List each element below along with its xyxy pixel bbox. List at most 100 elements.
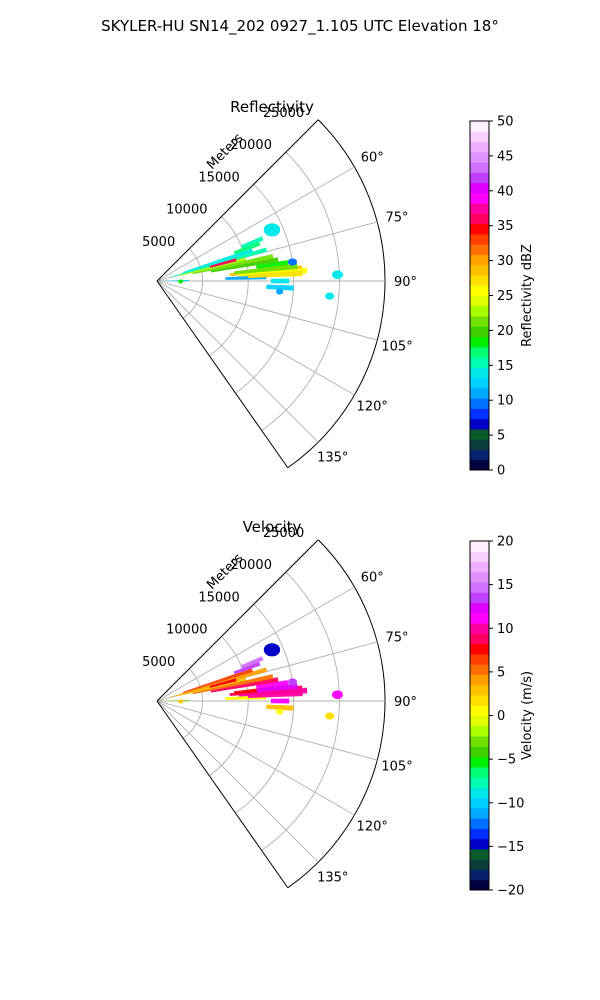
radar-echo xyxy=(240,236,264,249)
radar-cell xyxy=(263,643,281,657)
colorbar-segment xyxy=(470,326,489,338)
colorbar-tick-label: 20 xyxy=(497,535,514,550)
colorbar-tick-label: 15 xyxy=(497,359,514,374)
radar-echo xyxy=(240,656,264,669)
radial-tick-label: 10000 xyxy=(166,623,207,638)
colorbar-label: Reflectivity dBZ xyxy=(520,244,535,347)
radar-echo xyxy=(209,678,237,688)
colorbar-segment xyxy=(470,336,489,348)
azimuth-gridline xyxy=(156,700,378,761)
colorbar-segment xyxy=(470,131,489,143)
colorbar-segment xyxy=(470,756,489,768)
colorbar-segment xyxy=(470,408,489,420)
colorbar-tick-label: 0 xyxy=(497,464,505,479)
colorbar-segment xyxy=(470,859,489,870)
colorbar-segment xyxy=(470,869,489,881)
radial-tick-label: 5000 xyxy=(142,235,175,250)
colorbar-segment xyxy=(470,797,489,809)
radar-echo xyxy=(210,257,279,273)
radar-echo xyxy=(210,677,279,693)
colorbar-segment xyxy=(470,316,489,327)
colorbar-segment xyxy=(470,715,489,727)
panel-title: Reflectivity xyxy=(230,98,314,116)
colorbar-tick-label: −15 xyxy=(497,840,524,855)
radar-echo xyxy=(256,263,298,273)
range-ring xyxy=(261,571,340,851)
theta-tick-label: 60° xyxy=(361,571,384,586)
radar-echo xyxy=(161,699,189,702)
colorbar-tick-label: 15 xyxy=(497,578,514,593)
azimuth-gridline xyxy=(156,700,319,863)
colorbar-segment xyxy=(470,612,489,624)
colorbar-segment xyxy=(470,213,489,225)
radar-echo xyxy=(233,241,261,255)
colorbar-label: Velocity (m/s) xyxy=(520,671,535,760)
radar-cell xyxy=(287,678,298,686)
colorbar-segment xyxy=(470,346,489,358)
colorbar-tick-label: 0 xyxy=(497,709,505,724)
theta-tick-label: 105° xyxy=(381,339,412,354)
radar-echo xyxy=(256,260,289,269)
radar-cell xyxy=(178,699,184,704)
colorbar-segment xyxy=(470,582,489,593)
theta-tick-label: 135° xyxy=(317,451,348,466)
theta-tick-label: 135° xyxy=(317,871,348,886)
range-ring xyxy=(182,248,204,319)
range-ring xyxy=(209,636,249,777)
colorbar-segment xyxy=(470,541,489,552)
radial-tick-label: 20000 xyxy=(231,558,272,573)
radar-cell xyxy=(325,712,335,720)
colorbar-segment xyxy=(470,879,489,891)
colorbar-segment xyxy=(470,664,489,675)
radar-echo xyxy=(266,284,294,291)
colorbar-segment xyxy=(470,551,489,563)
colorbar-segment xyxy=(470,264,489,276)
colorbar-segment xyxy=(470,387,489,399)
colorbar-segment xyxy=(470,633,489,645)
radar-echo xyxy=(182,668,253,694)
colorbar-segment xyxy=(470,459,489,471)
radial-tick-label: 15000 xyxy=(198,170,239,185)
radar-echo xyxy=(182,248,253,274)
colorbar-tick-label: 10 xyxy=(497,622,514,637)
azimuth-gridline xyxy=(156,166,355,282)
sector-outer-arc xyxy=(287,119,386,469)
colorbar-segment xyxy=(470,233,489,245)
radar-echo xyxy=(161,279,189,282)
colorbar-segment xyxy=(470,305,489,317)
colorbar-segment xyxy=(470,736,489,747)
colorbar-tick-label: 25 xyxy=(497,289,514,304)
colorbar-segment xyxy=(470,653,489,665)
theta-tick-label: 90° xyxy=(394,695,417,710)
radial-tick-label: 25000 xyxy=(263,106,304,121)
colorbar-segment xyxy=(470,285,489,296)
colorbar-segment xyxy=(470,151,489,163)
radial-tick-label: 5000 xyxy=(142,655,175,670)
colorbar-segment xyxy=(470,602,489,614)
radar-echo xyxy=(270,698,290,704)
azimuth-gridline xyxy=(156,280,355,396)
colorbar-segment xyxy=(470,766,489,778)
colorbar-segment xyxy=(470,571,489,583)
colorbar-segment xyxy=(470,141,489,153)
range-ring xyxy=(235,603,295,814)
colorbar-segment xyxy=(470,746,489,758)
colorbar-segment xyxy=(470,694,489,706)
colorbar-segment xyxy=(470,449,489,461)
radial-tick-label: 10000 xyxy=(166,203,207,218)
range-ring xyxy=(235,183,295,394)
azimuth-gridline xyxy=(156,586,355,702)
colorbar-tick-label: 45 xyxy=(497,149,514,164)
range-ring xyxy=(261,151,340,431)
azimuth-gridline xyxy=(156,280,319,443)
theta-tick-label: 90° xyxy=(394,275,417,290)
colorbar-tick-label: 50 xyxy=(497,115,514,130)
theta-tick-label: 75° xyxy=(386,211,409,226)
radar-cell xyxy=(178,279,184,284)
radar-panel-0: Reflectivity500010000150002000025000Mete… xyxy=(142,98,535,479)
colorbar-segment xyxy=(470,807,489,819)
azimuth-gridline xyxy=(156,280,378,341)
colorbar-tick-label: 10 xyxy=(497,394,514,409)
colorbar-tick-label: −20 xyxy=(497,884,524,899)
